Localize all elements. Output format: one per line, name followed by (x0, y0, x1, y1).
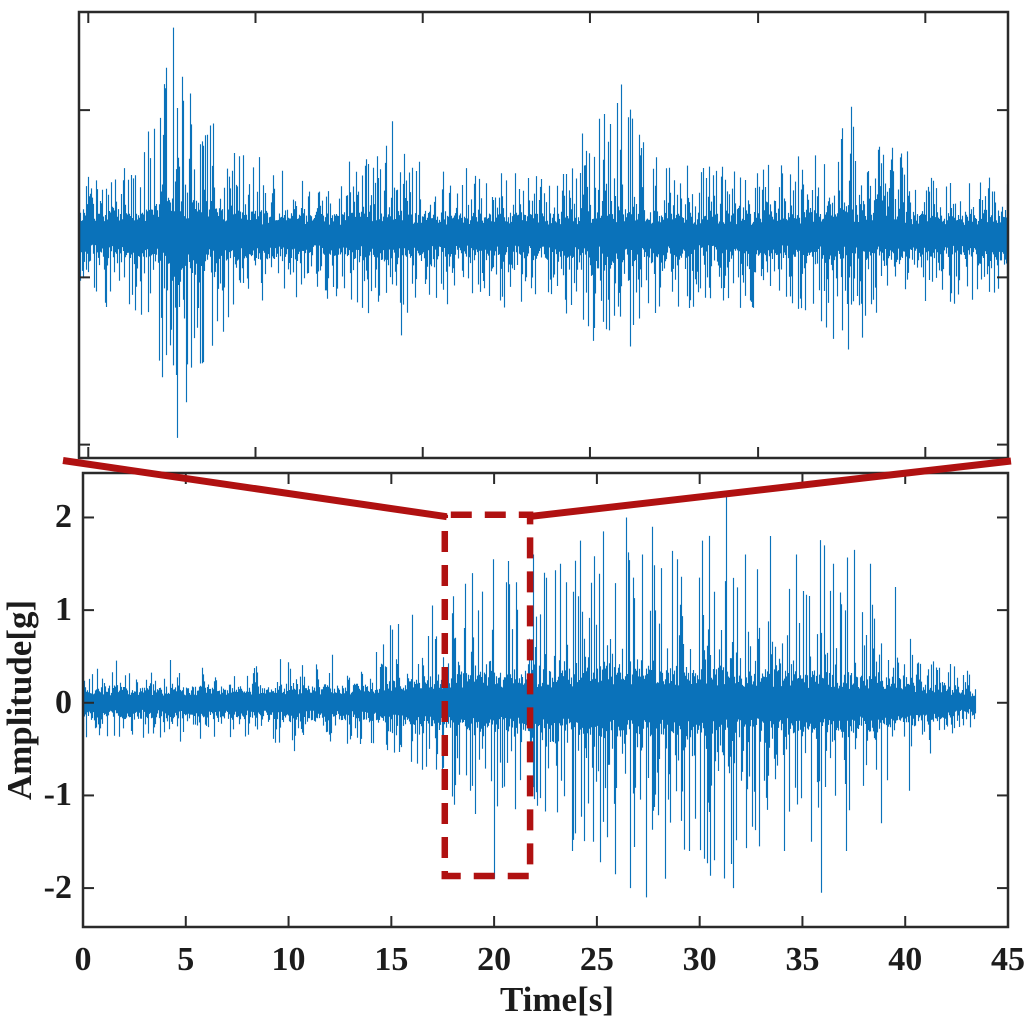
zoom-annotation (62, 457, 1012, 880)
x-tick-label: 20 (477, 941, 512, 978)
bottom-panel-axes-box (81, 471, 1010, 929)
x-tick-label: 25 (579, 941, 614, 978)
y-tick-label: 2 (55, 498, 72, 536)
zoom-connector-left (62, 457, 448, 521)
x-tick-label: 40 (888, 941, 923, 978)
zoom-connector-right (527, 457, 1012, 521)
y-axis-label: Amplitude[g] (0, 599, 39, 801)
top-waveform (79, 27, 1009, 438)
bottom-waveform (83, 494, 977, 898)
x-tick-label: 5 (177, 941, 195, 978)
top-panel-ticks (79, 12, 1008, 458)
zoom-region-dashed-box (441, 511, 534, 880)
y-tick-label: -1 (43, 776, 72, 814)
x-tick-label: 35 (785, 941, 820, 978)
x-tick-label: 15 (374, 941, 409, 978)
top-panel-axes-box (77, 10, 1010, 460)
x-tick-label: 0 (74, 941, 92, 978)
x-tick-label: 45 (991, 941, 1025, 978)
x-tick-label: 30 (682, 941, 717, 978)
y-tick-label: 0 (55, 683, 72, 721)
y-tick-label: 1 (55, 591, 72, 629)
x-axis-label: Time[s] (499, 980, 615, 1019)
y-tick-label: -2 (43, 869, 72, 907)
x-tick-label: 10 (271, 941, 306, 978)
